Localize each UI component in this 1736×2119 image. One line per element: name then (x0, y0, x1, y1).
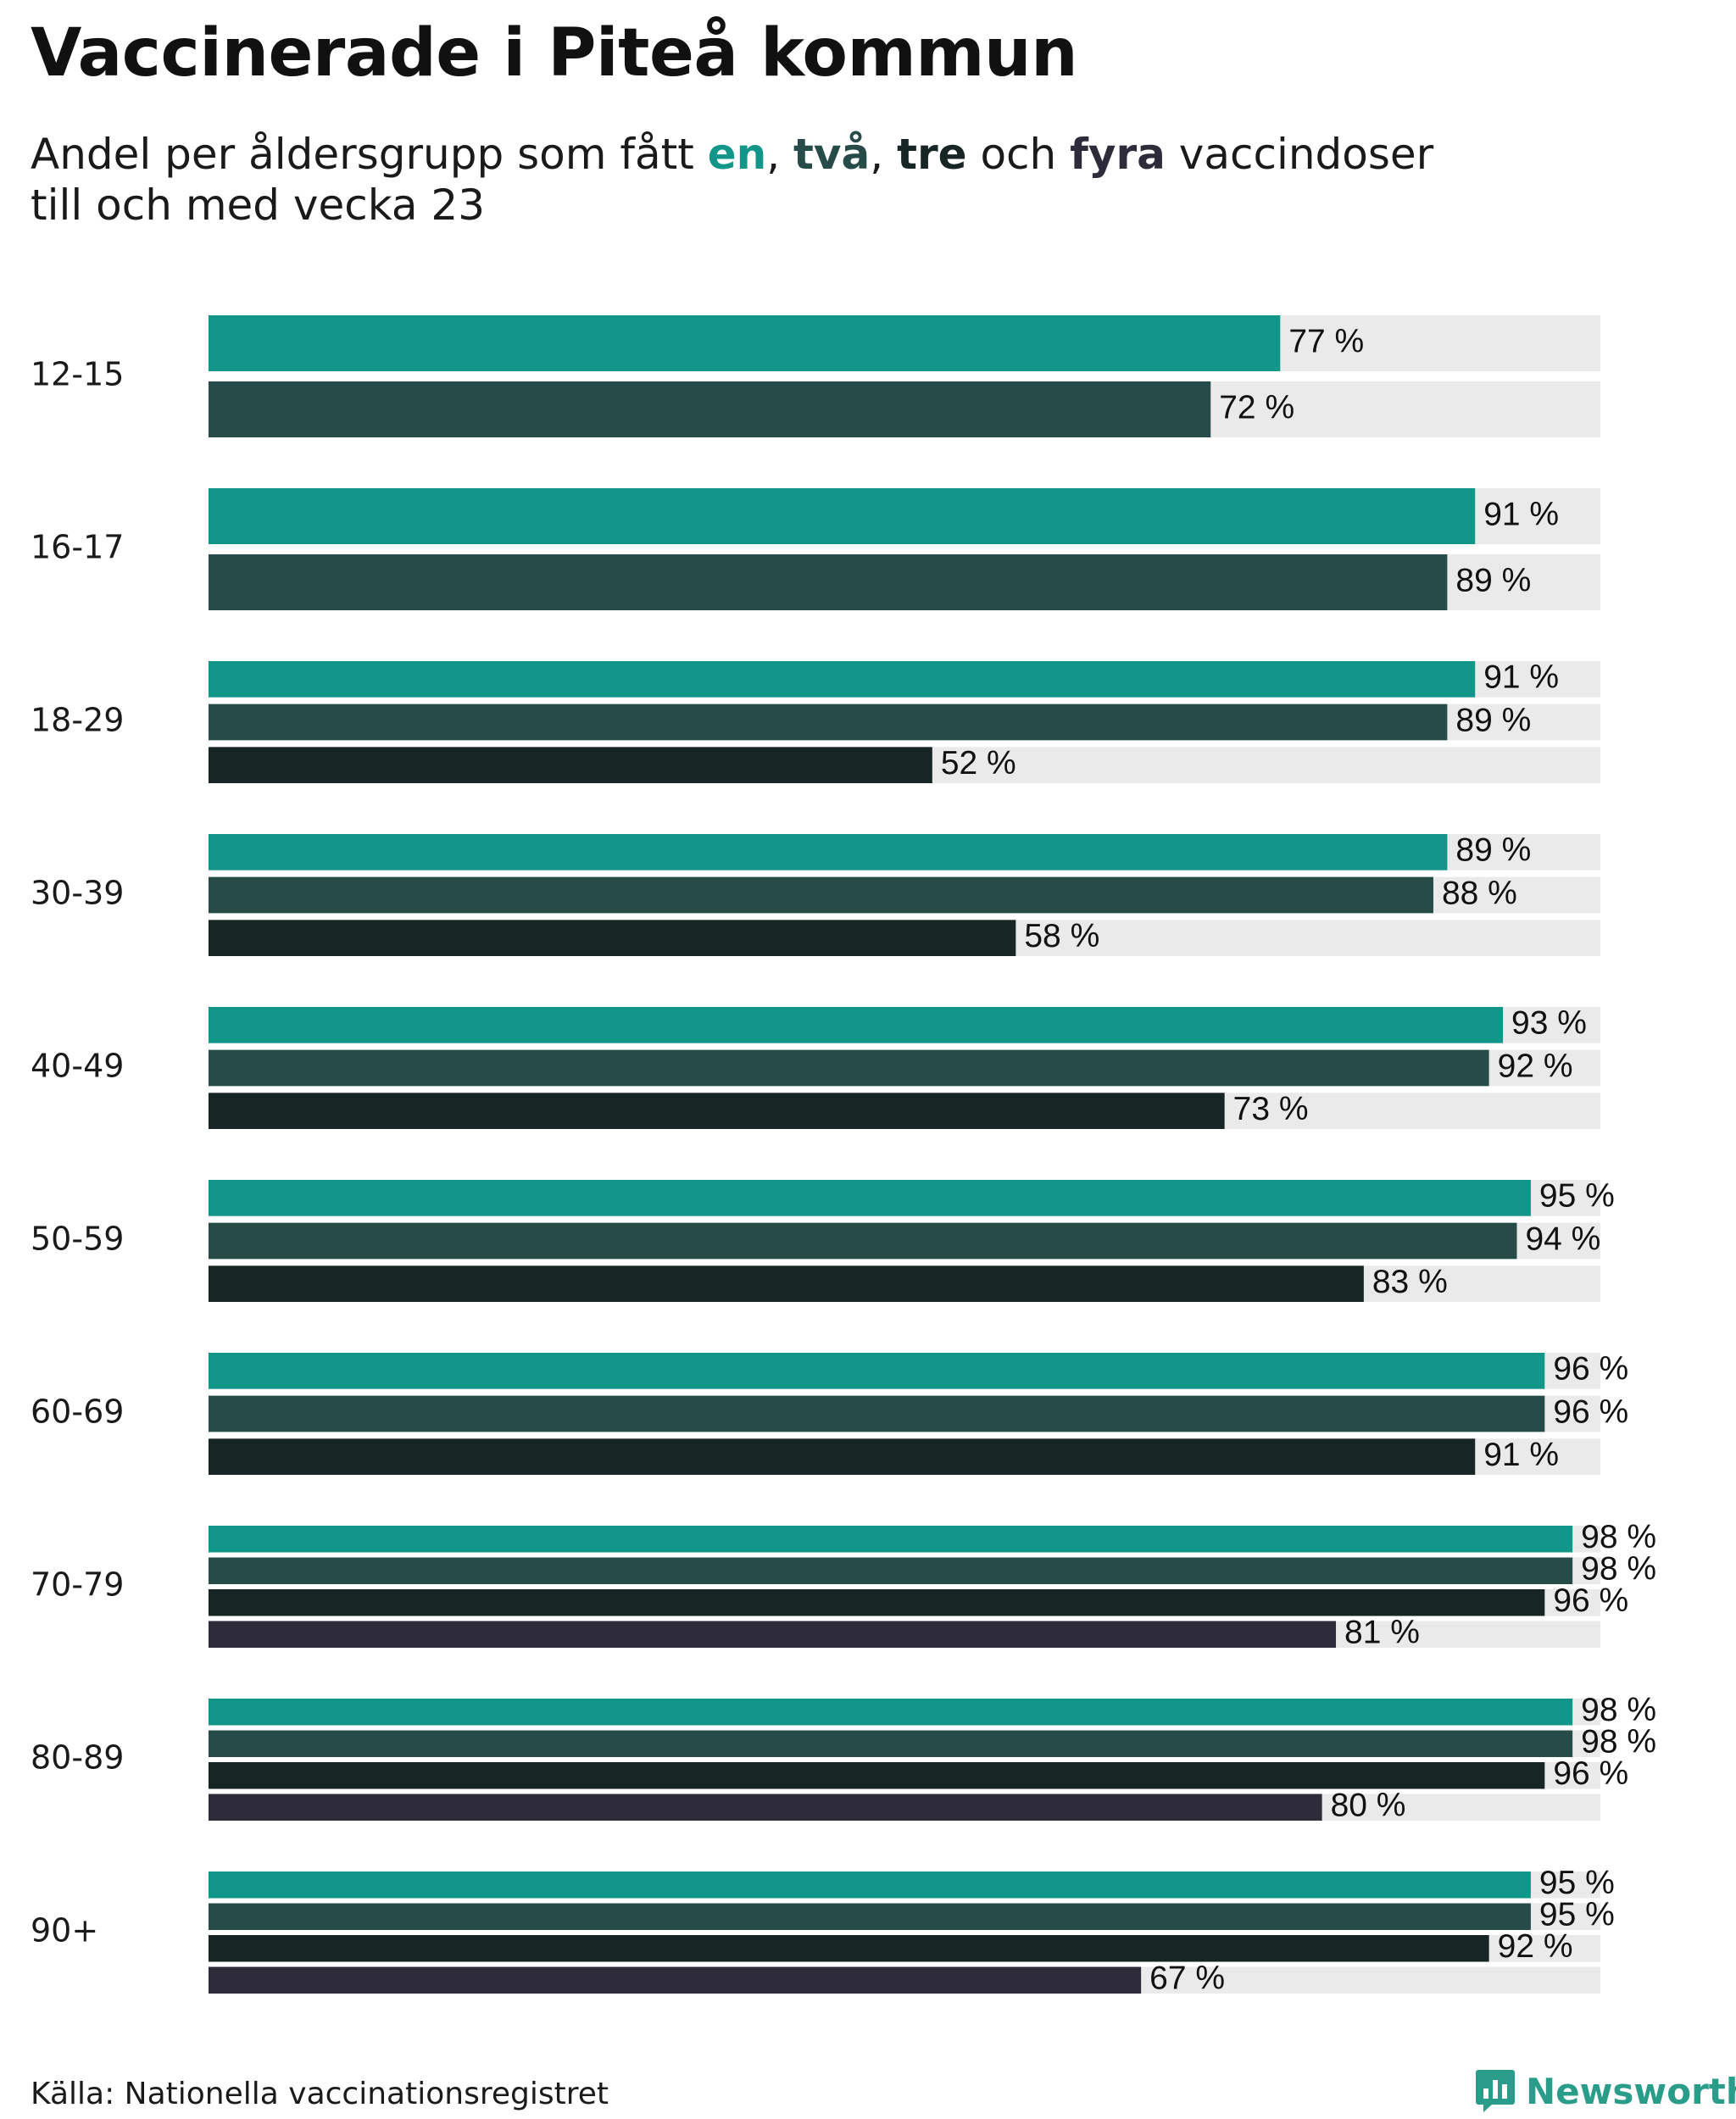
data-label: 88 % (1442, 875, 1517, 911)
bar-två (209, 1395, 1545, 1432)
data-label: 52 % (941, 745, 1016, 781)
data-label: 96 % (1553, 1582, 1628, 1619)
bar-två (209, 381, 1211, 437)
data-label: 92 % (1498, 1928, 1573, 1965)
data-label: 98 % (1581, 1724, 1656, 1760)
subtitle-key-tre: tre (897, 130, 967, 179)
data-label: 98 % (1581, 1551, 1656, 1588)
data-label: 58 % (1024, 918, 1099, 954)
data-label: 91 % (1483, 1437, 1559, 1473)
category-label: 12-15 (31, 356, 124, 393)
subtitle-prefix: Andel per åldersgrupp som fått (31, 130, 708, 179)
subtitle-key-fyra: fyra (1070, 130, 1166, 179)
data-label: 72 % (1219, 389, 1294, 425)
category-label: 70-79 (31, 1566, 124, 1604)
bar-tre (209, 1093, 1225, 1129)
bar-tre (209, 1265, 1364, 1302)
data-label: 96 % (1553, 1393, 1628, 1430)
bar-en (209, 834, 1448, 870)
data-label: 73 % (1233, 1091, 1309, 1127)
category-label: 18-29 (31, 702, 124, 739)
brand-logo[interactable]: Newsworthy (1475, 2068, 1736, 2114)
chart-title: Vaccinerade i Piteå kommun (31, 15, 1078, 92)
data-label: 80 % (1331, 1788, 1406, 1824)
data-label: 89 % (1455, 832, 1531, 869)
bar-tre (209, 747, 932, 783)
data-label: 91 % (1483, 496, 1559, 532)
bar-tre (209, 1762, 1545, 1789)
data-label: 95 % (1539, 1897, 1615, 1933)
bar-två (209, 1903, 1531, 1930)
bar-en (209, 488, 1476, 544)
bar-en (209, 1526, 1573, 1553)
category-label: 60-69 (31, 1393, 124, 1431)
bar-tre (209, 1438, 1476, 1475)
data-label: 89 % (1455, 702, 1531, 738)
bar-två (209, 1557, 1573, 1584)
bar-chart: 12-15 77 % 72 % 16-17 91 % 89 % 18-29 91 % 89 % 5… (31, 315, 1656, 1997)
data-label: 81 % (1344, 1615, 1420, 1651)
category-label: 16-17 (31, 529, 124, 566)
bar-en (209, 1007, 1504, 1043)
bar-en (209, 1353, 1545, 1389)
data-label: 83 % (1372, 1264, 1448, 1300)
bar-en (209, 661, 1476, 698)
source-note: Källa: Nationella vaccinationsregistret (31, 2077, 609, 2111)
data-label: 96 % (1553, 1755, 1628, 1792)
bar-en (209, 1699, 1573, 1726)
bar-två (209, 554, 1448, 610)
bar-en (209, 315, 1281, 371)
bar-fyra (209, 1794, 1322, 1821)
category-label: 90+ (31, 1912, 98, 1949)
data-label: 94 % (1525, 1221, 1600, 1257)
bar-två (209, 1730, 1573, 1757)
category-label: 80-89 (31, 1739, 124, 1777)
data-label: 93 % (1511, 1005, 1587, 1042)
category-label: 40-49 (31, 1048, 124, 1085)
bar-fyra (209, 1966, 1142, 1994)
bar-chart-speech-icon (1476, 2070, 1515, 2112)
bar-en (209, 1180, 1531, 1216)
category-label: 30-39 (31, 875, 124, 912)
subtitle-sep-2: , (870, 130, 898, 179)
subtitle-line-2: till och med vecka 23 (31, 181, 486, 230)
bar-tre (209, 1589, 1545, 1616)
chart-subtitle: Andel per åldersgrupp som fått en, två, … (31, 129, 1433, 231)
bar-tre (209, 1935, 1489, 1962)
bar-fyra (209, 1621, 1337, 1648)
data-label: 77 % (1288, 323, 1364, 359)
bar-en (209, 1872, 1531, 1899)
data-label: 95 % (1539, 1178, 1615, 1215)
data-label: 89 % (1455, 562, 1531, 598)
bar-två (209, 1222, 1517, 1260)
subtitle-sep-1: , (766, 130, 794, 179)
bar-tre (209, 920, 1016, 956)
data-label: 92 % (1498, 1048, 1573, 1084)
data-label: 95 % (1539, 1865, 1615, 1901)
data-label: 96 % (1553, 1351, 1628, 1388)
brand-name: Newsworthy (1526, 2070, 1736, 2112)
subtitle-key-en: en (707, 130, 767, 179)
category-label: 50-59 (31, 1221, 124, 1258)
data-label: 98 % (1581, 1692, 1656, 1728)
data-label: 67 % (1149, 1960, 1225, 1997)
bar-två (209, 1049, 1489, 1087)
data-label: 91 % (1483, 659, 1559, 696)
bar-två (209, 876, 1433, 914)
subtitle-suffix: vaccindoser (1165, 130, 1434, 179)
subtitle-key-tva: två (793, 130, 871, 179)
data-label: 98 % (1581, 1519, 1656, 1555)
bar-två (209, 704, 1448, 741)
subtitle-mid: och (966, 130, 1071, 179)
